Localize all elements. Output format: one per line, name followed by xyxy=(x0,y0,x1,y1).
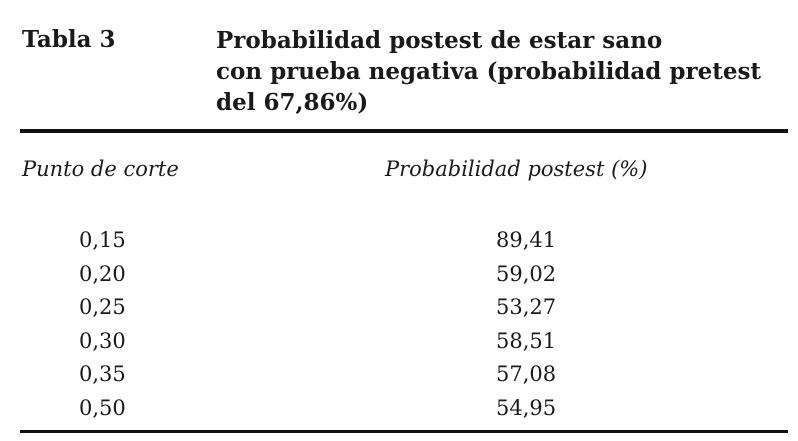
table-body: 0,15 89,41 0,20 59,02 0,25 53,27 0,30 58… xyxy=(0,224,798,425)
table-title-line: del 67,86%) xyxy=(216,89,369,116)
cutoff-cell: 0,25 xyxy=(79,295,126,319)
table-row: 0,15 89,41 xyxy=(0,224,798,258)
probability-cell: 58,51 xyxy=(496,328,557,353)
cutoff-cell: 0,50 xyxy=(79,395,126,420)
probability-cell: 53,27 xyxy=(496,295,557,319)
cutoff-cell: 0,20 xyxy=(79,261,126,286)
table-title: Probabilidad postest de estar sano con p… xyxy=(216,25,786,118)
cutoff-cell: 0,30 xyxy=(79,328,126,353)
table-row: 0,35 57,08 xyxy=(0,358,798,392)
column-header-cutoff: Punto de corte xyxy=(22,157,179,181)
bottom-rule xyxy=(20,430,788,433)
column-header-probability: Probabilidad postest (%) xyxy=(385,157,648,181)
cutoff-cell: 0,15 xyxy=(79,228,126,252)
table-row: 0,20 59,02 xyxy=(0,258,798,292)
table-title-line: Probabilidad postest de estar sano xyxy=(216,27,663,54)
table-label: Tabla 3 xyxy=(22,26,116,53)
table-row: 0,25 53,27 xyxy=(0,291,798,325)
top-rule xyxy=(20,129,788,133)
probability-cell: 54,95 xyxy=(496,395,557,420)
probability-cell: 59,02 xyxy=(496,261,557,286)
table-row: 0,30 58,51 xyxy=(0,325,798,359)
probability-cell: 57,08 xyxy=(496,362,557,386)
cutoff-cell: 0,35 xyxy=(79,362,126,386)
probability-cell: 89,41 xyxy=(496,228,557,252)
table-row: 0,50 54,95 xyxy=(0,392,798,426)
table-title-line: con prueba negativa (probabilidad pretes… xyxy=(216,58,762,85)
